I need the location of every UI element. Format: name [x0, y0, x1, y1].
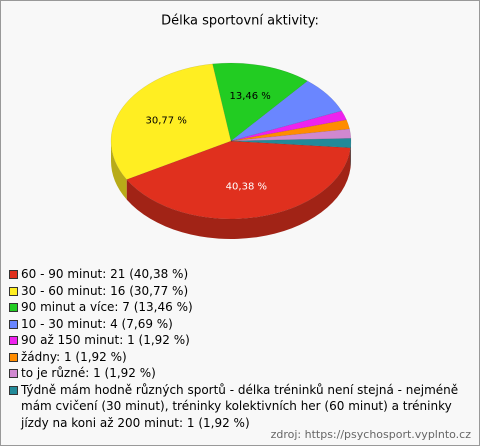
legend-item: 90 až 150 minut: 1 (1,92 %) — [9, 332, 461, 349]
legend-swatch — [9, 286, 18, 296]
legend-item: Týdně mám hodně různých sportů - délka t… — [9, 382, 461, 432]
legend-swatch — [9, 303, 18, 312]
slice — [230, 119, 350, 142]
legend: 60 - 90 minut: 21 (40,38 %) 30 - 60 minut… — [9, 266, 461, 431]
slice — [126, 140, 351, 220]
legend-swatch — [9, 336, 18, 345]
legend-swatch — [9, 385, 18, 395]
legend-label: 60 - 90 minut: 21 (40,38 %) — [21, 267, 189, 281]
data-label: 40,38 % — [226, 182, 267, 193]
legend-item: 60 - 90 minut: 21 (40,38 %) — [9, 266, 461, 283]
slice — [230, 110, 347, 142]
legend-swatch — [9, 369, 18, 378]
slice — [230, 138, 352, 149]
slice — [230, 80, 343, 142]
legend-label: 90 až 150 minut: 1 (1,92 %) — [21, 333, 190, 347]
legend-item: 90 minut a více: 7 (13,46 %) — [9, 299, 461, 316]
slice — [212, 62, 309, 142]
legend-label: 10 - 30 minut: 4 (7,69 %) — [21, 316, 173, 331]
legend-label: 90 minut a více: 7 (13,46 %) — [21, 300, 193, 314]
legend-item: 10 - 30 minut: 4 (7,69 %) — [9, 316, 461, 333]
pie-area: Délka sportovní aktivity: 40,38 % 30,77 %… — [110, 14, 352, 240]
legend-swatch — [9, 270, 18, 279]
slice-side — [111, 141, 127, 200]
slice — [110, 63, 232, 180]
chart-title: Délka sportovní aktivity: — [161, 14, 319, 29]
legend-swatch — [9, 319, 18, 329]
slice — [230, 128, 352, 142]
legend-swatch — [9, 352, 18, 362]
legend-item: 30 - 60 minut: 16 (30,77 %) — [9, 283, 461, 300]
source: zdroj: https://psychosport.vyplnto.cz — [270, 428, 471, 441]
legend-item: žádny: 1 (1,92 %) — [9, 349, 461, 366]
legend-item: to je různé: 1 (1,92 %) — [9, 365, 461, 382]
data-label: 30,77 % — [146, 116, 187, 127]
slice-side — [126, 147, 351, 240]
legend-label: to je různé: 1 (1,92 %) — [21, 366, 156, 380]
legend-label: 30 - 60 minut: 16 (30,77 %) — [21, 283, 189, 298]
data-label: 13,46 % — [229, 91, 270, 102]
legend-label: žádny: 1 (1,92 %) — [21, 349, 127, 364]
legend-label: Týdně mám hodně různých sportů - délka t… — [21, 382, 459, 430]
